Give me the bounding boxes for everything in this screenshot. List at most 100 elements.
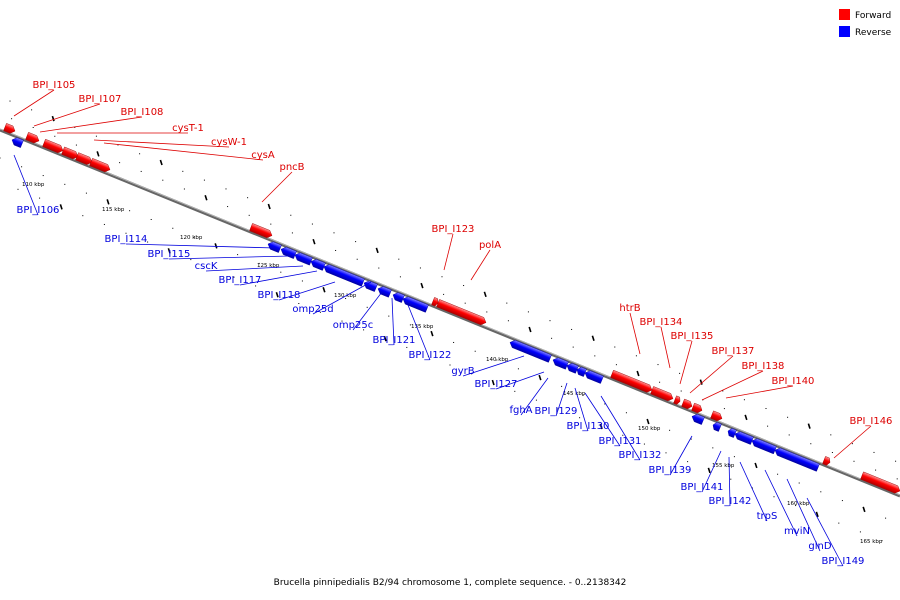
major-tick — [807, 423, 811, 429]
reverse-gene-label: BPI_I114 — [105, 234, 148, 245]
forward-gene — [860, 471, 900, 494]
major-tick — [538, 374, 542, 381]
major-tick — [204, 195, 208, 201]
leader-line — [13, 89, 55, 117]
minor-tick — [193, 236, 195, 238]
minor-tick — [39, 197, 41, 199]
reverse-gene-label: BPI_I132 — [619, 450, 662, 461]
minor-tick — [723, 408, 725, 410]
minor-tick — [140, 170, 142, 172]
minor-tick — [119, 162, 121, 164]
reverse-gene-label: fghA — [509, 405, 532, 416]
leader-line — [728, 456, 731, 507]
kbp-label: 150 kbp — [638, 426, 661, 432]
minor-tick — [419, 267, 421, 269]
minor-tick — [388, 315, 390, 317]
minor-tick — [881, 540, 883, 542]
forward-gene-label: BPI_I137 — [712, 346, 755, 357]
reverse-gene — [377, 286, 392, 298]
reverse-gene-label: BPI_I131 — [599, 436, 642, 447]
minor-tick — [54, 135, 56, 137]
minor-tick — [441, 276, 443, 278]
leader-line — [833, 425, 872, 459]
minor-tick — [625, 412, 627, 414]
minor-tick — [333, 232, 335, 234]
forward-gene-label: BPI_I107 — [79, 94, 122, 105]
legend-reverse-swatch — [839, 26, 850, 37]
minor-tick — [162, 179, 164, 181]
minor-tick — [125, 232, 127, 234]
reverse-gene — [310, 259, 326, 271]
reverse-gene — [267, 241, 282, 253]
minor-tick — [449, 364, 451, 366]
reverse-gene — [280, 246, 297, 259]
reverse-gene — [392, 292, 405, 303]
minor-tick — [657, 364, 659, 366]
minor-tick — [225, 188, 227, 190]
major-tick — [96, 151, 100, 157]
minor-tick — [335, 249, 337, 251]
reverse-gene-label: BPI_I130 — [567, 421, 610, 432]
minor-tick — [851, 443, 853, 445]
minor-tick — [615, 364, 617, 366]
reverse-gene-label: BPI_I149 — [822, 556, 865, 567]
minor-tick — [64, 183, 66, 185]
minor-tick — [486, 311, 488, 313]
reverse-gene — [11, 137, 24, 148]
minor-tick — [579, 417, 581, 419]
forward-gene — [25, 132, 40, 144]
minor-tick — [798, 482, 800, 484]
minor-tick — [301, 280, 303, 282]
reverse-gene-label: BPI_I117 — [219, 275, 262, 286]
minor-tick — [183, 188, 185, 190]
reverse-gene-label: cscK — [195, 261, 218, 272]
minor-tick — [810, 443, 812, 445]
major-tick — [59, 204, 63, 210]
minor-tick — [129, 210, 131, 212]
minor-tick — [830, 434, 832, 436]
legend-forward-swatch — [839, 9, 850, 20]
minor-tick — [604, 403, 606, 405]
leader-line — [407, 304, 431, 361]
leader-line — [574, 387, 589, 432]
kbp-label: 135 kbp — [411, 324, 434, 330]
leader-line — [600, 395, 641, 461]
minor-tick — [298, 303, 300, 305]
major-tick — [491, 379, 495, 386]
major-tick — [214, 243, 218, 249]
minor-tick — [751, 487, 753, 489]
reverse-gene — [363, 280, 378, 292]
reverse-gene — [712, 422, 722, 432]
major-tick — [375, 247, 379, 254]
minor-tick — [527, 311, 529, 313]
kbp-label: 155 kbp — [712, 463, 735, 469]
forward-gene-label: BPI_I123 — [432, 224, 475, 235]
leader-line — [786, 478, 821, 552]
reverse-gene-label: BPI_I106 — [17, 205, 60, 216]
minor-tick — [42, 175, 44, 177]
leader-line — [669, 435, 693, 476]
minor-tick — [9, 100, 11, 102]
minor-tick — [270, 223, 272, 225]
minor-tick — [885, 517, 887, 519]
major-tick — [599, 423, 603, 430]
minor-tick — [506, 302, 508, 304]
kbp-label: 125 kbp — [257, 263, 280, 269]
minor-tick — [551, 337, 553, 339]
minor-tick — [665, 452, 667, 454]
minor-tick — [366, 306, 368, 308]
major-tick — [707, 467, 711, 474]
major-tick — [815, 511, 819, 518]
minor-tick — [777, 473, 779, 475]
major-tick — [591, 335, 595, 341]
kbp-label: 145 kbp — [563, 391, 586, 397]
minor-tick — [517, 368, 519, 370]
reverse-gene-label: BPI_I118 — [258, 290, 301, 301]
minor-tick — [535, 399, 537, 401]
minor-tick — [572, 346, 574, 348]
forward-gene-label: htrB — [619, 303, 640, 314]
leader-line — [689, 355, 734, 394]
minor-tick — [687, 461, 689, 463]
minor-tick — [82, 215, 84, 217]
